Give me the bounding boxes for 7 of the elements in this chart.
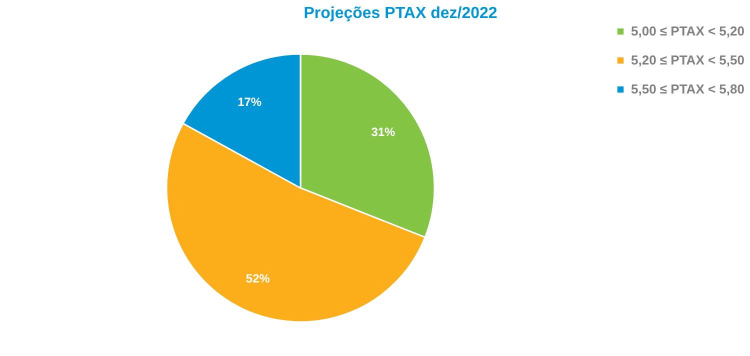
legend-label: 5,50 ≤ PTAX < 5,80 <box>631 82 744 96</box>
chart-title: Projeções PTAX dez/2022 <box>304 5 498 22</box>
legend-label: 5,20 ≤ PTAX < 5,50 <box>631 52 744 68</box>
data-label: 17% <box>238 94 262 109</box>
legend-label: 5,00 ≤ PTAX < 5,20 <box>631 24 744 38</box>
data-label: 52% <box>246 271 270 286</box>
data-label: 31% <box>371 124 396 139</box>
